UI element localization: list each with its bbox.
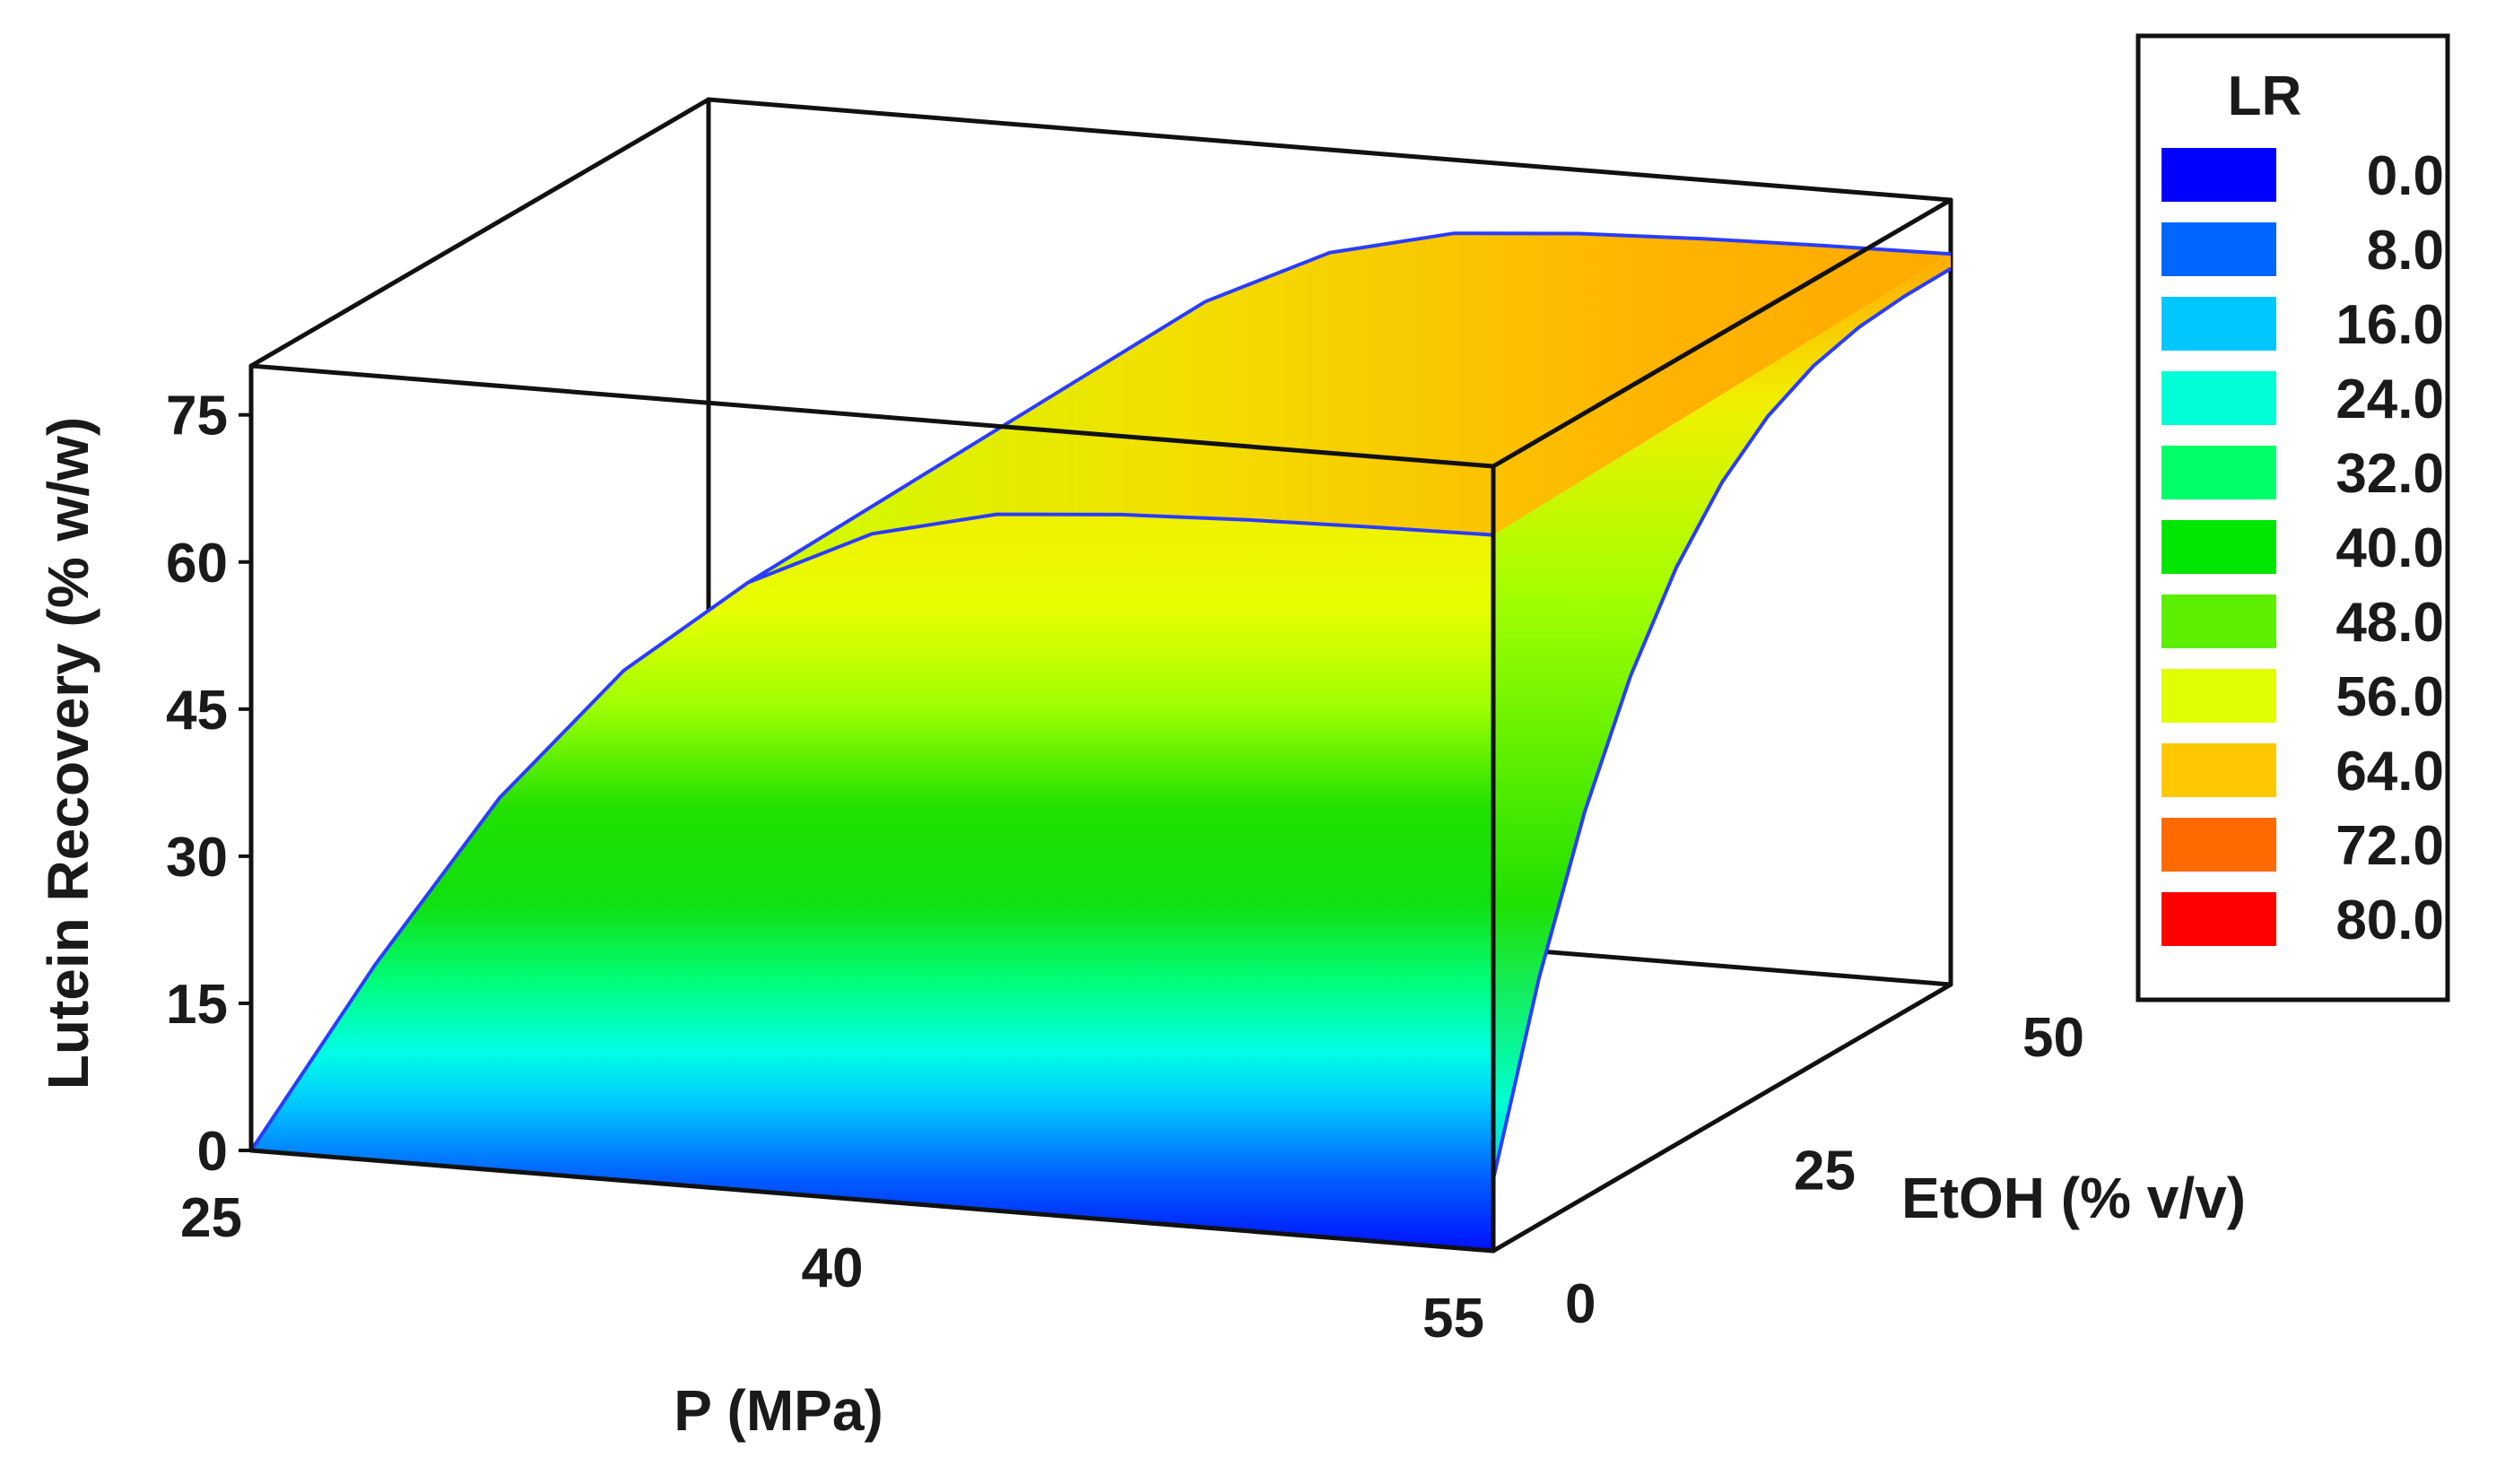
x-tick-label: 40 bbox=[802, 1237, 864, 1299]
legend-swatch bbox=[2161, 297, 2276, 351]
legend-label: 48.0 bbox=[2335, 592, 2444, 654]
legend-swatch bbox=[2161, 148, 2276, 202]
legend-label: 56.0 bbox=[2335, 666, 2444, 728]
y-axis-ticks: 0 25 50 bbox=[1565, 1007, 2084, 1335]
x-axis-label: P (MPa) bbox=[674, 1378, 883, 1443]
legend-swatch bbox=[2161, 222, 2276, 276]
color-legend: LR 0.0 8.0 16.0 24.0 32.0 40.0 48.0 56.0 64.0 72.… bbox=[2135, 33, 2450, 1002]
legend-swatch bbox=[2161, 669, 2276, 723]
legend-label: 64.0 bbox=[2335, 741, 2444, 803]
legend-swatch bbox=[2161, 520, 2276, 574]
legend-label: 16.0 bbox=[2335, 294, 2444, 356]
y-axis-label: EtOH (% v/v) bbox=[1901, 1166, 2246, 1230]
x-tick-label: 25 bbox=[180, 1187, 242, 1249]
frame-front-bottom-edge bbox=[248, 1148, 1496, 1254]
legend-swatch bbox=[2161, 446, 2276, 499]
y-tick-label: 25 bbox=[1794, 1141, 1856, 1202]
legend-label: 0.0 bbox=[2367, 145, 2444, 207]
y-tick-label: 0 bbox=[1565, 1273, 1596, 1335]
z-tick-label: 15 bbox=[166, 974, 228, 1036]
response-surface bbox=[249, 231, 1953, 1253]
legend-swatch bbox=[2161, 743, 2276, 797]
legend-title: LR bbox=[2228, 65, 2302, 127]
legend-label: 8.0 bbox=[2367, 220, 2444, 282]
surface-outline bbox=[249, 231, 1953, 1253]
x-axis-ticks: 25 40 55 bbox=[180, 1187, 1484, 1349]
legend-swatch bbox=[2161, 818, 2276, 872]
surface-top-face bbox=[748, 233, 1951, 583]
z-axis-ticks: 0 15 30 45 60 75 bbox=[166, 386, 251, 1183]
surface-front-face bbox=[251, 514, 1493, 1251]
z-tick-label: 30 bbox=[166, 827, 228, 889]
z-tick-label: 75 bbox=[166, 386, 228, 447]
x-tick-label: 55 bbox=[1422, 1288, 1484, 1349]
legend-label: 32.0 bbox=[2335, 443, 2444, 505]
z-axis-label: Lutein Recovery (% w/w) bbox=[36, 417, 100, 1089]
legend-items: 0.0 8.0 16.0 24.0 32.0 40.0 48.0 56.0 64.0 72.0 80… bbox=[2161, 145, 2444, 951]
legend-label: 40.0 bbox=[2335, 517, 2444, 579]
bounding-box-front-edges bbox=[248, 197, 1953, 1254]
frame-right-depth-top bbox=[1491, 197, 1953, 469]
y-tick-label: 50 bbox=[2022, 1007, 2084, 1069]
frame-right-depth-bottom bbox=[1491, 982, 1953, 1254]
frame-back-top-edge bbox=[706, 97, 1953, 203]
legend-label: 80.0 bbox=[2335, 890, 2444, 951]
legend-swatch bbox=[2161, 594, 2276, 648]
legend-label: 24.0 bbox=[2335, 369, 2444, 430]
frame-left-depth-top bbox=[248, 97, 711, 369]
legend-swatch bbox=[2161, 892, 2276, 946]
frame-front-top-edge bbox=[248, 363, 1496, 469]
legend-label: 72.0 bbox=[2335, 815, 2444, 877]
z-tick-label: 45 bbox=[166, 680, 228, 742]
surface-right-face bbox=[1493, 254, 1951, 1251]
z-tick-label: 60 bbox=[166, 533, 228, 594]
legend-swatch bbox=[2161, 371, 2276, 425]
z-tick-label: 0 bbox=[197, 1121, 228, 1183]
